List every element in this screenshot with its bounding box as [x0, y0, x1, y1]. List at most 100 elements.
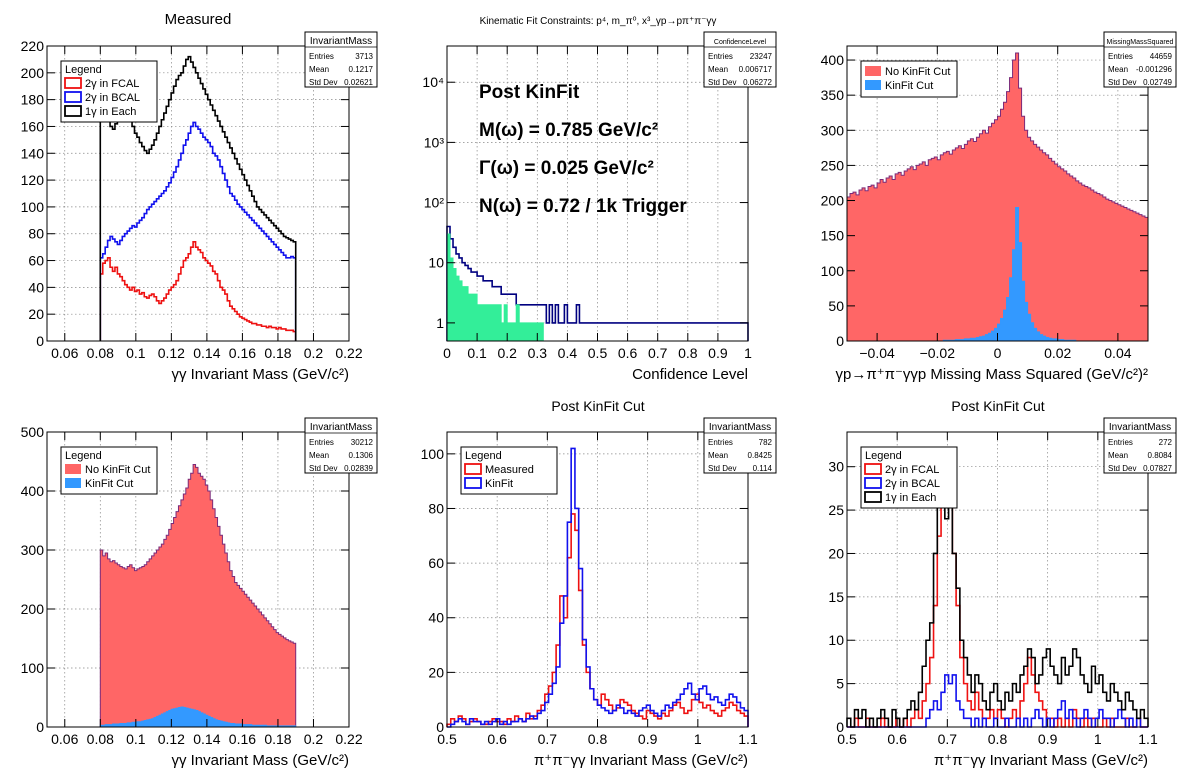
stats-row-label: Mean	[708, 451, 728, 460]
stats-row-value: 0.1306	[349, 451, 374, 460]
y-tick-label: 25	[828, 502, 844, 518]
x-tick-label: 0.12	[158, 731, 185, 747]
legend-swatch	[865, 80, 881, 90]
stats-row-label: Mean	[309, 451, 329, 460]
y-tick-label: 10²	[424, 195, 445, 211]
plot-frame	[46, 45, 350, 342]
legend-swatch	[65, 464, 81, 474]
x-tick-label: 0.18	[264, 345, 291, 361]
x-tick-label: 0.04	[1104, 345, 1131, 361]
x-tick-label: 0.9	[1038, 731, 1058, 747]
x-tick-label: 1	[694, 731, 702, 747]
legend-entry: 2γ in BCAL	[885, 478, 940, 490]
y-tick-label: 20	[828, 545, 844, 561]
x-tick-label: 0.6	[487, 731, 507, 747]
stats-row-label: Std Dev	[309, 78, 337, 87]
x-tick-label: 0.7	[538, 731, 558, 747]
x-tick-label: 0	[994, 345, 1002, 361]
x-tick-label: 0.22	[335, 345, 362, 361]
x-tick-label: 0.3	[528, 345, 548, 361]
x-tick-label: 0.7	[938, 731, 958, 747]
y-tick-label: 0	[836, 333, 844, 349]
annotation-text: M(ω) = 0.785 GeV/c²	[479, 120, 658, 141]
y-tick-label: 80	[28, 226, 44, 242]
legend-entry: KinFit	[485, 478, 513, 490]
legend-entry: 1γ in Each	[885, 492, 936, 504]
stats-name: InvariantMass	[310, 422, 372, 433]
x-tick-label: 0.9	[638, 731, 658, 747]
x-tick-label: 0.9	[708, 345, 728, 361]
chart-panel-4: 0.06 0.08 0.1 0.12 0.14 0.16 0.18 0.2 0.22 0 100 20…	[21, 417, 378, 769]
y-tick-label: 250	[821, 157, 845, 173]
annotation-text: Post KinFit	[479, 82, 580, 103]
stats-row-value: -0.001296	[1136, 65, 1173, 74]
x-tick-label: 0.1	[126, 345, 146, 361]
y-tick-label: 10⁴	[422, 74, 444, 90]
y-tick-label: 160	[21, 118, 45, 134]
stats-box	[304, 417, 378, 474]
stats-row-label: Mean	[309, 65, 329, 74]
y-tick-label: 150	[821, 228, 845, 244]
stats-row-label: Entries	[708, 438, 733, 447]
x-tick-label: 1.1	[738, 731, 758, 747]
y-tick-label: 0	[836, 719, 844, 735]
legend-title: Legend	[865, 450, 902, 462]
x-tick-label: 0.08	[87, 731, 114, 747]
y-tick-label: 300	[21, 542, 45, 558]
legend-swatch	[64, 91, 82, 103]
x-tick-label: 1.1	[1138, 731, 1158, 747]
y-tick-label: 0	[436, 719, 444, 735]
legend-entry: 2γ in BCAL	[85, 92, 140, 104]
histogram-fill-series-1	[846, 52, 1149, 342]
stats-row-value: 0.114	[753, 464, 773, 473]
stats-row-label: Mean	[708, 65, 728, 74]
x-tick-label: 0.6	[887, 731, 907, 747]
stats-name: InvariantMass	[709, 422, 771, 433]
histogram-line-series-1	[99, 240, 297, 341]
y-tick-label: 0	[36, 719, 44, 735]
annotation-text: N(ω) = 0.72 / 1k Trigger	[479, 196, 687, 217]
histogram-fill-series-2	[99, 706, 297, 728]
annotation-text: Γ(ω) = 0.025 GeV/c²	[479, 158, 654, 179]
stats-row-label: Std Dev	[1108, 78, 1136, 87]
x-tick-label: 0.8	[678, 345, 698, 361]
y-tick-label: 15	[828, 589, 844, 605]
x-axis-label: γp→π⁺π⁻γγp Missing Mass Squared (GeV/c²)…	[836, 366, 1148, 383]
legend-swatch	[464, 463, 482, 475]
stats-row-label: Mean	[1108, 65, 1128, 74]
x-tick-label: 1	[744, 345, 752, 361]
x-tick-label: 0.16	[229, 731, 256, 747]
y-tick-label: 100	[421, 446, 445, 462]
histogram-fill-series-1	[99, 463, 297, 728]
x-tick-label: 0.08	[87, 345, 114, 361]
y-tick-label: 200	[821, 193, 845, 209]
x-tick-label: 1	[1094, 731, 1102, 747]
chart-title: Post KinFit Cut	[951, 398, 1044, 414]
y-tick-label: 200	[21, 601, 45, 617]
stats-box	[703, 31, 777, 88]
x-tick-label: 0.5	[437, 731, 457, 747]
x-axis-label: γγ Invariant Mass (GeV/c²)	[171, 752, 349, 769]
chart-title: Post KinFit Cut	[551, 398, 644, 414]
legend-title: Legend	[465, 450, 502, 462]
legend-entry: 2γ in FCAL	[885, 464, 939, 476]
x-tick-label: 0	[443, 345, 451, 361]
x-tick-label: 0.8	[988, 731, 1008, 747]
y-tick-label: 400	[21, 483, 45, 499]
y-tick-label: 0	[36, 333, 44, 349]
stats-box	[703, 417, 777, 474]
legend-swatch	[864, 477, 882, 489]
stats-row-value: 0.8084	[1148, 451, 1173, 460]
stats-row-label: Mean	[1108, 451, 1128, 460]
stats-row-value: 0.1217	[349, 65, 374, 74]
legend-entry: 2γ in FCAL	[85, 78, 139, 90]
chart-panel-5: 0.5 0.6 0.7 0.8 0.9 1 1.1 0 20 40 60 80 100 Post KinF…	[421, 398, 777, 769]
x-tick-label: 0.14	[193, 345, 220, 361]
stats-row-value: 3713	[355, 52, 373, 61]
stats-row-label: Entries	[309, 52, 334, 61]
legend-title: Legend	[65, 450, 102, 462]
y-tick-label: 400	[821, 52, 845, 68]
x-tick-label: 0.18	[264, 731, 291, 747]
y-tick-label: 80	[428, 500, 444, 516]
